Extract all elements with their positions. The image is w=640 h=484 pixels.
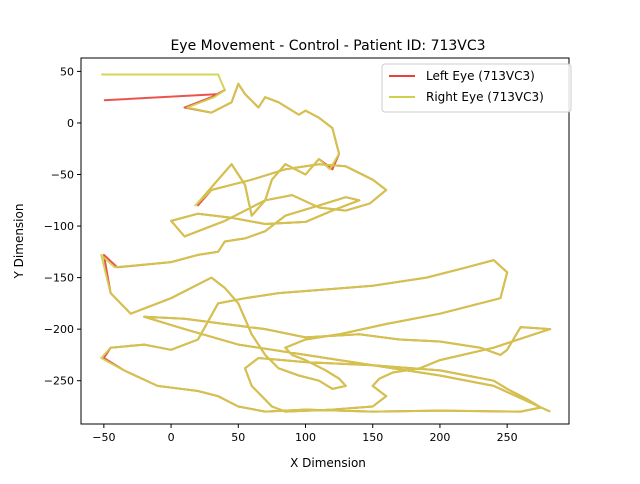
chart-title: Eye Movement - Control - Patient ID: 713… [170, 38, 485, 54]
x-tick-label: 250 [497, 431, 518, 444]
legend: Left Eye (713VC3) Right Eye (713VC3) [381, 63, 572, 113]
x-tick-label: 100 [295, 431, 316, 444]
x-ticks: −50 0 50 100 150 200 250 [92, 424, 518, 444]
y-tick-label: −100 [44, 220, 74, 233]
y-ticks: 50 0 −50 −100 −150 −200 −250 [44, 65, 81, 388]
y-tick-label: −200 [44, 323, 74, 336]
y-tick-label: −250 [44, 375, 74, 388]
y-tick-label: 50 [60, 65, 74, 78]
y-tick-label: −50 [51, 169, 74, 182]
x-tick-label: 50 [231, 431, 245, 444]
x-tick-label: 0 [168, 431, 175, 444]
series-layer [100, 73, 552, 413]
plot-frame [80, 57, 570, 425]
y-tick-label: −150 [44, 272, 74, 285]
legend-box [381, 63, 572, 113]
y-axis-label: Y Dimension [12, 204, 26, 280]
series-line-right-eye [100, 73, 552, 413]
legend-label-left-eye: Left Eye (713VC3) [426, 69, 535, 83]
x-tick-label: 150 [362, 431, 383, 444]
x-tick-label: 200 [429, 431, 450, 444]
legend-label-right-eye: Right Eye (713VC3) [426, 90, 544, 104]
y-tick-label: 0 [67, 117, 74, 130]
x-tick-label: −50 [92, 431, 115, 444]
x-axis-label: X Dimension [290, 456, 366, 470]
